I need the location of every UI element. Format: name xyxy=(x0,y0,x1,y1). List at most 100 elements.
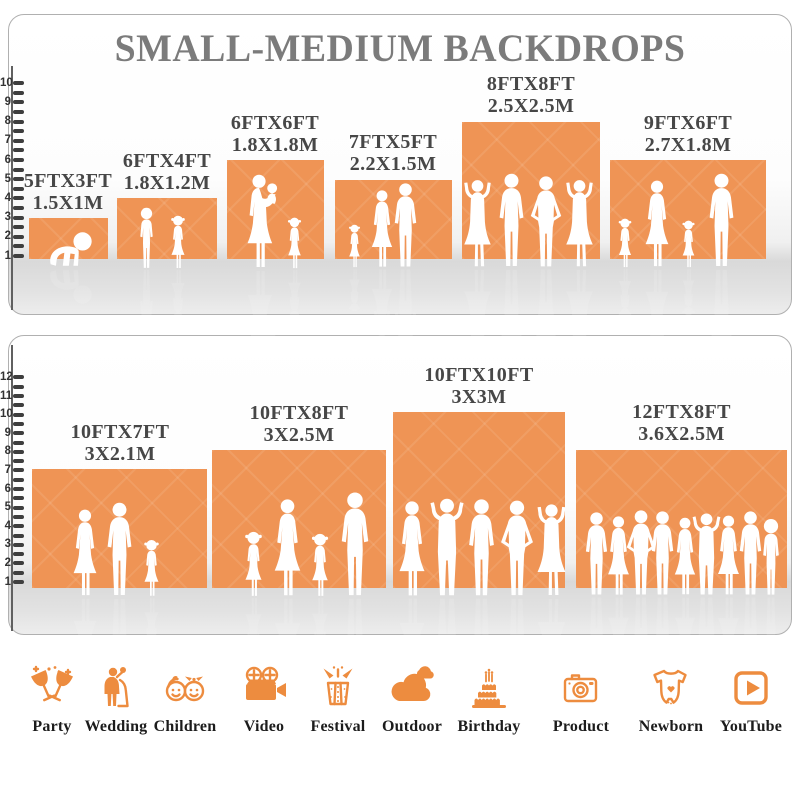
ruler-tick xyxy=(13,421,24,426)
ruler-tick xyxy=(13,177,24,182)
ruler-tick-label: 8 xyxy=(4,115,11,128)
ruler-tick-label: 5 xyxy=(4,501,11,514)
ruler-tick xyxy=(13,487,24,491)
ruler-tick-label: 12 xyxy=(0,370,13,383)
ruler-tick xyxy=(13,477,24,482)
category-birthday: Birthday xyxy=(441,664,537,736)
ruler-tick xyxy=(13,158,24,162)
ruler-line-panel1 xyxy=(11,66,13,310)
backdrop-size-ft: 12FTX8FT xyxy=(632,401,731,423)
category-festival: Festival xyxy=(290,664,386,736)
category-label: YouTube xyxy=(719,718,783,735)
backdrop-size-m: 3X2.5M xyxy=(263,423,335,446)
ruler-tick xyxy=(13,384,24,389)
ruler-tick-label: 2 xyxy=(4,230,11,243)
category-wedding: Wedding xyxy=(68,664,164,736)
category-product: Product xyxy=(533,664,629,736)
backdrop-size-ft: 8FTX8FT xyxy=(486,73,576,95)
people-silhouette xyxy=(73,502,159,623)
backdrop-size-ft: 7FTX5FT xyxy=(348,131,438,153)
category-label: Product xyxy=(552,718,610,735)
category-newborn: Newborn xyxy=(623,664,719,736)
ruler-tick-label: 7 xyxy=(4,134,11,147)
people-silhouette xyxy=(585,510,779,622)
ruler-tick xyxy=(13,431,24,436)
ruler-tick xyxy=(13,148,24,153)
ruler-tick xyxy=(13,138,24,143)
backdrop-size-m: 3X3M xyxy=(451,385,507,408)
category-label: Festival xyxy=(310,718,366,735)
ruler-tick xyxy=(13,81,24,86)
ruler-tick-label: 11 xyxy=(0,389,13,402)
ruler-tick-label: 5 xyxy=(4,172,11,185)
backdrop-size-ft: 10FTX10FT xyxy=(424,364,534,386)
ruler-tick xyxy=(13,505,24,510)
ruler-tick-label: 6 xyxy=(4,153,11,166)
ruler-tick xyxy=(13,542,24,547)
ruler-tick xyxy=(13,496,24,501)
ruler-tick xyxy=(13,110,24,114)
backdrop-size-ft: 9FTX6FT xyxy=(643,112,733,134)
category-party: Party xyxy=(4,664,100,736)
category-label: Newborn xyxy=(638,718,704,735)
people-silhouette xyxy=(348,183,417,294)
ruler-tick xyxy=(13,244,24,249)
ruler-tick-label: 10 xyxy=(0,408,13,421)
children-icon xyxy=(165,676,205,702)
category-label: Outdoor xyxy=(381,718,443,735)
category-video: Video xyxy=(216,664,312,736)
people-silhouette xyxy=(50,232,92,294)
ruler-tick xyxy=(13,215,24,220)
category-children: Children xyxy=(137,664,233,736)
ruler-tick xyxy=(13,90,24,95)
ruler-tick xyxy=(13,561,24,566)
ruler-tick xyxy=(13,206,24,210)
ruler-tick-label: 7 xyxy=(4,463,11,476)
ruler-tick-label: 4 xyxy=(4,191,11,204)
people-silhouette xyxy=(399,498,566,623)
youtube-icon xyxy=(734,671,768,705)
category-label: Wedding xyxy=(84,718,148,735)
newborn-icon xyxy=(653,669,687,705)
outdoor-icon xyxy=(391,666,434,701)
ruler-tick-label: 1 xyxy=(4,575,11,588)
wedding-icon xyxy=(104,667,129,708)
ruler-tick xyxy=(13,514,24,519)
people-silhouette xyxy=(245,492,369,623)
ruler-tick xyxy=(13,375,24,380)
ruler-tick xyxy=(13,440,24,445)
ruler-tick xyxy=(13,167,24,172)
ruler-tick-label: 6 xyxy=(4,482,11,495)
ruler-tick xyxy=(13,459,24,464)
ruler-tick-label: 2 xyxy=(4,556,11,569)
ruler-tick xyxy=(13,580,24,584)
category-label: Children xyxy=(153,718,217,735)
ruler-tick xyxy=(13,524,24,529)
category-outdoor: Outdoor xyxy=(364,664,460,736)
backdrop-size-m: 1.8X1.8M xyxy=(231,133,319,156)
backdrop-size-ft: 6FTX6FT xyxy=(230,112,320,134)
people-silhouette xyxy=(140,207,185,295)
ruler-tick xyxy=(13,225,24,230)
product-icon xyxy=(563,674,598,703)
backdrop-size-m: 1.8X1.2M xyxy=(123,171,211,194)
video-icon xyxy=(245,666,286,700)
birthday-icon xyxy=(472,668,506,708)
category-label: Party xyxy=(32,718,72,735)
ruler-tick xyxy=(13,129,24,134)
ruler-tick xyxy=(13,394,24,398)
people-silhouette xyxy=(247,174,302,295)
category-label: Video xyxy=(243,718,285,735)
category-youtube: YouTube xyxy=(703,664,799,736)
ruler-tick xyxy=(13,100,24,105)
ruler-tick-label: 9 xyxy=(4,426,11,439)
ruler-line-panel2 xyxy=(11,345,13,631)
festival-icon xyxy=(323,666,353,706)
ruler-tick-label: 9 xyxy=(4,95,11,108)
backdrop-size-ft: 10FTX8FT xyxy=(249,402,349,424)
backdrop-size-m: 2.5X2.5M xyxy=(487,94,575,117)
category-label: Birthday xyxy=(457,718,521,735)
ruler-tick xyxy=(13,412,24,417)
ruler-tick-label: 10 xyxy=(0,76,13,89)
